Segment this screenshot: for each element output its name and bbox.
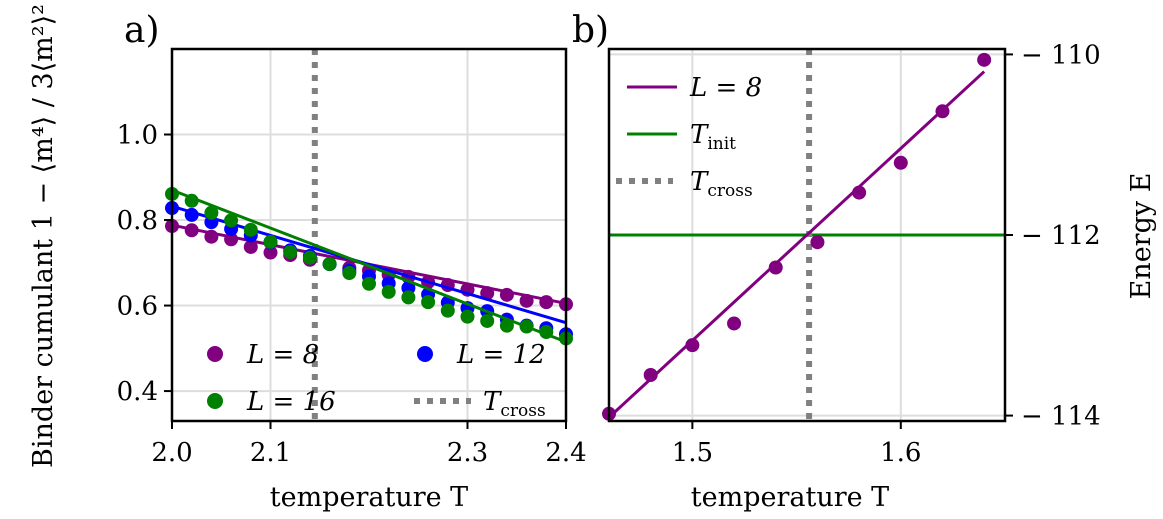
panel-a-point-l-16 (283, 245, 298, 260)
panel-a-point-l-16 (204, 205, 219, 220)
panel-b-fit-l-8 (607, 70, 986, 419)
panel-a-y-ticks: 0.4 0.6 0.8 1.0 (117, 121, 172, 407)
panel-b-legend: L = 8 Tinit Tcross (616, 73, 762, 201)
panel-a-xlabel: temperature T (270, 482, 468, 513)
panel-a-legend: L = 8 L = 12 L = 16 Tcross (207, 340, 546, 421)
panel-a-point-l-16 (243, 222, 258, 237)
panel-b-x-ticks: 1.5 1.6 (672, 421, 921, 468)
panel-a-point-l-16 (362, 276, 376, 291)
panel-a-point-l-16 (342, 266, 357, 281)
panel-b-point-l-8 (727, 316, 742, 331)
panel-a-point-l-8 (224, 232, 239, 247)
panel-a-point-l-16 (480, 313, 495, 328)
panel-a-y-tick-label: 1.0 (117, 121, 158, 151)
panel-b: b) 1.5 1.6 − 110− 112− 114 temperature T … (572, 10, 1157, 513)
legend-label-l-16: L = 16 (246, 387, 336, 417)
panel-a-point-l-8 (204, 229, 219, 244)
panel-a-point-l-16 (499, 318, 514, 333)
panel-a-point-l-8 (480, 286, 495, 301)
panel-a-point-l-8 (539, 295, 554, 310)
panel-a-x-tick-label: 2.0 (151, 438, 192, 468)
panel-a-frame (170, 47, 568, 423)
panel-a-x-tick-label: 2.3 (447, 438, 488, 468)
panel-a-label: a) (124, 10, 160, 51)
panel-b-point-l-8 (685, 338, 700, 353)
panel-a-x-tick-label: 2.4 (545, 438, 586, 468)
panel-a-point-l-12 (184, 207, 199, 222)
legend-label-t-cross: Tcross (690, 167, 753, 201)
legend-marker-l-16 (207, 393, 223, 409)
panel-a-point-l-16 (322, 257, 337, 272)
panel-a-point-l-16 (263, 234, 278, 249)
panel-a-point-l-16 (401, 290, 416, 305)
panel-a-point-l-16 (460, 309, 475, 324)
panel-b-y-tick-label: − 114 (1021, 402, 1101, 432)
panel-b-point-l-8 (977, 52, 992, 67)
panel-b-point-l-8 (893, 155, 908, 170)
panel-b-series (602, 49, 1005, 421)
panel-b-point-l-8 (768, 260, 783, 275)
legend-label-l-8: L = 8 (246, 340, 319, 370)
panel-a-point-l-8 (263, 245, 278, 260)
panel-a-point-l-8 (499, 287, 514, 302)
panel-b-point-l-8 (935, 104, 950, 119)
panel-a-y-tick-label: 0.6 (117, 292, 158, 322)
panel-a-point-l-16 (224, 213, 239, 228)
panel-a-point-l-16 (421, 295, 436, 310)
panel-b-point-l-8 (852, 185, 867, 200)
panel-b-x-tick-label: 1.6 (880, 438, 921, 468)
panel-a-point-l-16 (302, 250, 317, 265)
legend-label-l-12: L = 12 (456, 340, 546, 370)
legend-label-l-8: L = 8 (689, 73, 762, 103)
panel-b-x-tick-label: 1.5 (672, 438, 713, 468)
legend-label-t-init: Tinit (690, 120, 736, 154)
panel-b-point-l-8 (643, 367, 658, 382)
panel-b-label: b) (572, 10, 609, 51)
panel-a-series (165, 49, 573, 421)
panel-b-y-ticks: − 110 − 112 − 114 (1005, 40, 1101, 432)
panel-a-point-l-16 (519, 319, 534, 334)
panel-b-point-l-8 (810, 235, 825, 250)
panel-b-y-tick-label: − 112 (1021, 221, 1101, 251)
panel-a-point-l-16 (440, 303, 455, 318)
panel-a-point-l-8 (519, 293, 534, 308)
panel-a-point-l-16 (539, 325, 554, 340)
panel-b-ylabel: Energy E (1126, 173, 1157, 300)
legend-marker-l-8 (207, 346, 223, 362)
panel-a-fit-l-16 (171, 188, 567, 344)
panel-a-point-l-8 (243, 239, 258, 254)
panel-a-x-ticks: 2.0 2.1 2.3 2.4 (151, 421, 587, 468)
panel-a-point-l-8 (184, 223, 199, 238)
panel-a: a) 2.0 2.1 2.3 2.4 0.4 0.6 0.8 1.0 temperature… (28, 4, 587, 513)
panel-b-xlabel: temperature T (691, 482, 889, 513)
legend-label-t-cross: Tcross (483, 387, 546, 421)
panel-a-x-tick-label: 2.1 (250, 438, 291, 468)
panel-b-y-tick-label: − 110 (1021, 40, 1101, 70)
panel-a-point-l-16 (184, 193, 199, 208)
panel-a-point-l-16 (381, 284, 396, 299)
panel-a-y-tick-label: 0.8 (117, 206, 158, 236)
panel-a-ylabel: Binder cumulant 1 − ⟨m⁴⟩ / 3⟨m²⟩² (28, 4, 59, 468)
legend-marker-l-12 (417, 346, 433, 362)
panel-a-y-tick-label: 0.4 (117, 377, 158, 407)
